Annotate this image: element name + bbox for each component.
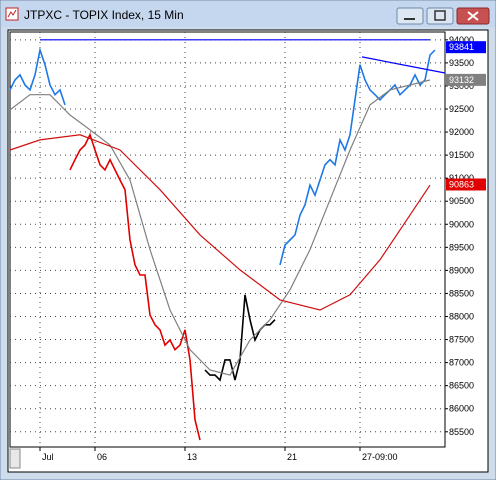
- y-tick-label: 90500: [449, 196, 474, 206]
- minimize-button[interactable]: [396, 7, 424, 25]
- price-label: 93841: [449, 42, 474, 52]
- y-tick-label: 91000: [449, 173, 474, 183]
- price-label-box: [446, 73, 486, 86]
- window-icon-glyph: [7, 9, 17, 18]
- y-tick-label: 87000: [449, 358, 474, 368]
- x-tick-label: 13: [187, 452, 197, 462]
- maximize-glyph: [434, 10, 446, 21]
- y-tick-label: 94000: [449, 35, 474, 45]
- price-line: [9, 79, 431, 376]
- x-tick-label: Jul: [42, 452, 54, 462]
- y-tick-label: 88000: [449, 312, 474, 322]
- plot-area: [9, 31, 446, 448]
- y-tick-label: 88500: [449, 288, 474, 298]
- minimize-glyph: [404, 18, 415, 20]
- price-label-box: [446, 178, 486, 191]
- chart-panel: [7, 29, 489, 473]
- y-tick-label: 85500: [449, 427, 474, 437]
- x-tick-label: 21: [287, 452, 297, 462]
- y-tick-label: 86000: [449, 404, 474, 414]
- window-title: JTPXC - TOPIX Index, 15 Min: [24, 8, 184, 22]
- price-line: [361, 56, 446, 74]
- y-tick-label: 86500: [449, 381, 474, 391]
- price-label-box: [446, 41, 486, 54]
- price-label: 93132: [449, 75, 474, 85]
- y-tick-label: 93500: [449, 58, 474, 68]
- y-tick-label: 93000: [449, 81, 474, 91]
- y-tick-label: 92000: [449, 127, 474, 137]
- maximize-button[interactable]: [426, 7, 454, 25]
- price-label: 90863: [449, 179, 474, 189]
- y-tick-label: 90000: [449, 219, 474, 229]
- x-tick-label: 27-09:00: [362, 452, 398, 462]
- price-line: [9, 134, 431, 311]
- y-tick-label: 91500: [449, 150, 474, 160]
- x-tick-label: 06: [97, 452, 107, 462]
- y-tick-label: 89000: [449, 265, 474, 275]
- y-tick-label: 89500: [449, 242, 474, 252]
- y-tick-label: 92500: [449, 104, 474, 114]
- y-tick-label: 87500: [449, 335, 474, 345]
- scroll-thumb[interactable]: [9, 448, 21, 469]
- close-glyph: [467, 11, 479, 21]
